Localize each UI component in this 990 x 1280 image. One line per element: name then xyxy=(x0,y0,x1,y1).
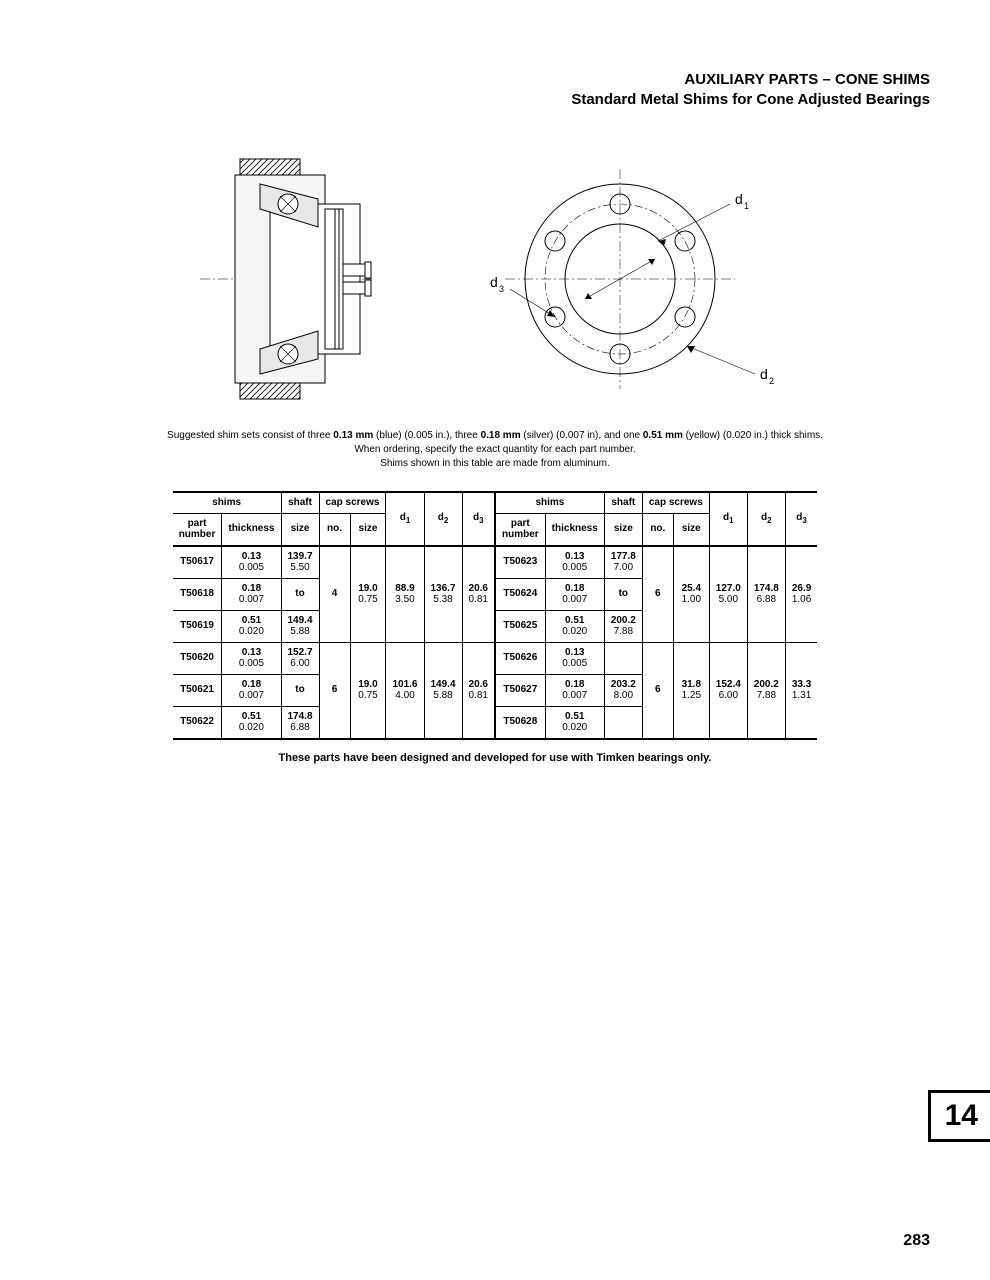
page-header: AUXILIARY PARTS – CONE SHIMS Standard Me… xyxy=(60,70,930,109)
notes: Suggested shim sets consist of three 0.1… xyxy=(60,429,930,471)
header-line2: Standard Metal Shims for Cone Adjusted B… xyxy=(60,90,930,110)
diagram-row: d 1 d 3 d 2 xyxy=(60,149,930,409)
shims-table-left: shimsshaftcap screwsd1d2d3partnumberthic… xyxy=(173,491,495,740)
section-badge: 14 xyxy=(928,1090,990,1142)
notes-bold: 0.13 mm xyxy=(333,430,373,441)
notes-text: Suggested shim sets consist of three xyxy=(167,430,333,441)
svg-text:d: d xyxy=(490,274,498,290)
notes-text: (yellow) (0.020 in.) thick shims. xyxy=(683,430,823,441)
svg-text:d: d xyxy=(760,366,768,382)
tables-row: shimsshaftcap screwsd1d2d3partnumberthic… xyxy=(60,491,930,740)
shims-table-right: shimsshaftcap screwsd1d2d3partnumberthic… xyxy=(495,491,817,740)
cross-section-diagram xyxy=(200,149,420,409)
notes-line1: Suggested shim sets consist of three 0.1… xyxy=(60,429,930,443)
page-number: 283 xyxy=(903,1232,930,1250)
notes-text: (blue) (0.005 in.), three xyxy=(373,430,480,441)
notes-line2: When ordering, specify the exact quantit… xyxy=(60,443,930,457)
notes-bold: 0.18 mm xyxy=(481,430,521,441)
svg-text:3: 3 xyxy=(499,284,504,294)
header-line1: AUXILIARY PARTS – CONE SHIMS xyxy=(60,70,930,90)
footnote: These parts have been designed and devel… xyxy=(60,752,930,764)
svg-text:2: 2 xyxy=(769,376,774,386)
notes-bold: 0.51 mm xyxy=(643,430,683,441)
shim-face-diagram: d 1 d 3 d 2 xyxy=(480,159,790,399)
svg-text:d: d xyxy=(735,191,743,207)
svg-text:1: 1 xyxy=(744,201,749,211)
notes-line3: Shims shown in this table are made from … xyxy=(60,457,930,471)
notes-text: (silver) (0.007 in), and one xyxy=(521,430,643,441)
